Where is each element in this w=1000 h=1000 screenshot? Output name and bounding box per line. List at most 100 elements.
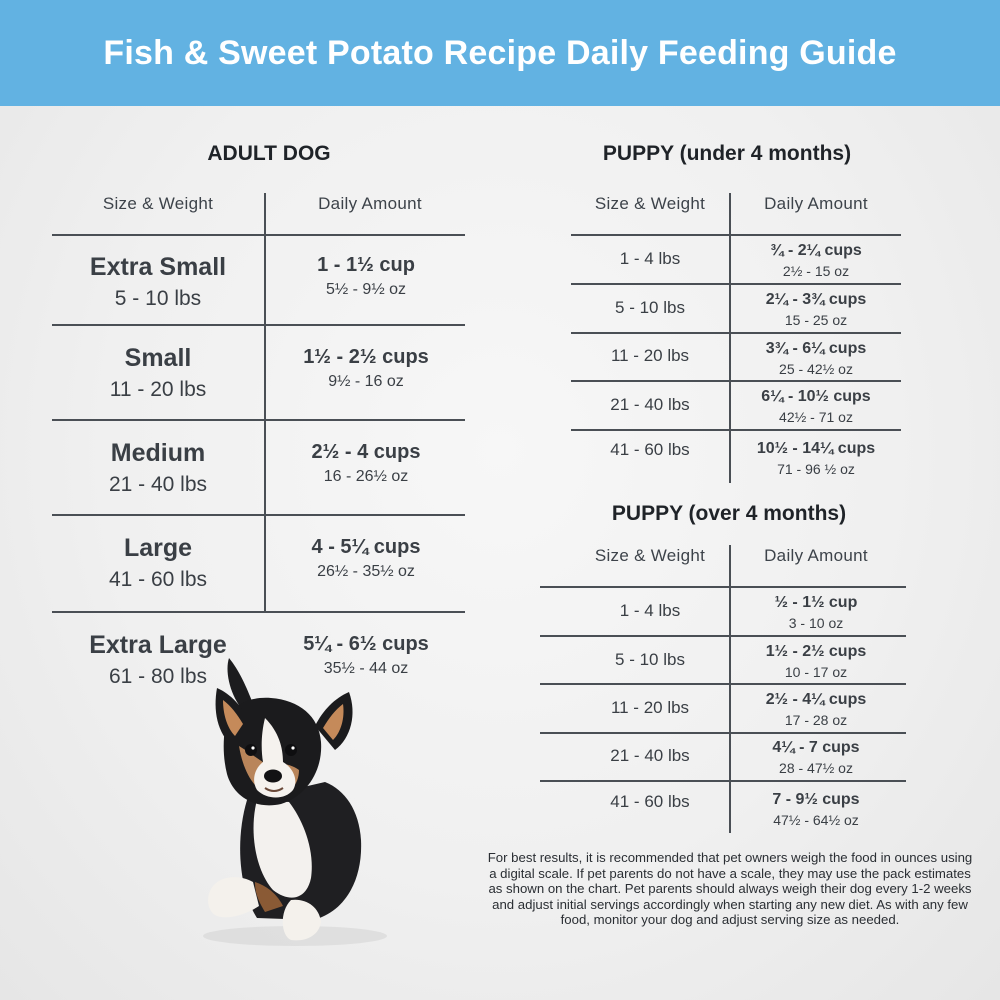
footnote-text: For best results, it is recommended that…	[487, 850, 973, 927]
amount-cups: 7 - 9½ cups	[772, 791, 860, 808]
adult-row-amount: 1 - 1½ cup 5½ - 9½ oz	[266, 252, 466, 302]
amount-oz: 2½ - 15 oz	[782, 263, 850, 279]
puppy-over-amount: 1½ - 2½ cups 10 - 17 oz	[731, 642, 901, 682]
size-name: Medium	[110, 439, 206, 467]
amount-cups: 1½ - 2½ cups	[765, 643, 867, 660]
adult-row-size: Small 11 - 20 lbs	[52, 343, 264, 405]
puppy-under-weight: 41 - 60 lbs	[610, 440, 690, 459]
amount-cups: 2½ - 4¼ cups	[765, 691, 867, 708]
puppy-under-col-size: Size & Weight	[594, 194, 706, 213]
adult-row-amount: 4 - 5¼ cups 26½ - 35½ oz	[266, 534, 466, 584]
amount-cups: 2¼ - 3¾ cups	[765, 291, 867, 308]
puppy-over-rule	[540, 732, 906, 734]
size-weight: 11 - 20 lbs	[109, 378, 207, 401]
size-weight: 41 - 60 lbs	[108, 568, 208, 591]
amount-cups: 6¼ - 10½ cups	[761, 388, 871, 405]
amount-oz: 47½ - 64½ oz	[773, 812, 859, 828]
puppy-under-amount: 10½ - 14¼ cups 71 - 96 ½ oz	[731, 439, 901, 479]
adult-col-size: Size & Weight	[102, 194, 214, 213]
puppy-over-rule	[540, 635, 906, 637]
amount-oz: 71 - 96 ½ oz	[777, 461, 855, 477]
adult-rule	[52, 324, 465, 326]
adult-rule	[52, 419, 465, 421]
amount-cups: 1½ - 2½ cups	[303, 346, 429, 368]
amount-cups: 4¼ - 7 cups	[772, 739, 860, 756]
amount-cups: 5¼ - 6½ cups	[303, 633, 429, 655]
puppy-over-amount: 7 - 9½ cups 47½ - 64½ oz	[731, 790, 901, 830]
amount-oz: 28 - 47½ oz	[779, 760, 853, 776]
puppy-under-section-title: PUPPY (under 4 months)	[602, 142, 852, 165]
puppy-over-rule	[540, 683, 906, 685]
puppy-over-col-amount: Daily Amount	[764, 546, 868, 565]
corgi-puppy-photo	[203, 658, 387, 946]
amount-cups: 4 - 5¼ cups	[311, 536, 421, 558]
puppy-under-rule	[571, 429, 901, 431]
amount-oz: 5½ - 9½ oz	[325, 281, 407, 298]
amount-cups: 10½ - 14¼ cups	[756, 440, 876, 457]
puppy-over-weight: 21 - 40 lbs	[610, 746, 690, 765]
puppy-under-weight: 5 - 10 lbs	[615, 298, 685, 317]
puppy-under-divider-vertical	[729, 193, 731, 483]
adult-row-amount: 1½ - 2½ cups 9½ - 16 oz	[266, 344, 466, 394]
adult-row-size: Extra Small 5 - 10 lbs	[52, 252, 264, 314]
adult-rule	[52, 514, 465, 516]
amount-oz: 17 - 28 oz	[784, 712, 848, 728]
adult-row-size: Medium 21 - 40 lbs	[52, 438, 264, 500]
puppy-under-amount: 2¼ - 3¾ cups 15 - 25 oz	[731, 290, 901, 330]
puppy-over-weight: 5 - 10 lbs	[615, 650, 685, 669]
puppy-under-weight: 1 - 4 lbs	[619, 249, 681, 268]
puppy-under-col-amount: Daily Amount	[764, 194, 868, 213]
amount-cups: 3¾ - 6¼ cups	[765, 340, 867, 357]
puppy-under-amount: 6¼ - 10½ cups 42½ - 71 oz	[731, 387, 901, 427]
puppy-over-section-title: PUPPY (over 4 months)	[611, 502, 847, 525]
amount-oz: 26½ - 35½ oz	[317, 563, 415, 580]
size-name: Small	[124, 344, 192, 372]
puppy-under-rule	[571, 283, 901, 285]
amount-oz: 3 - 10 oz	[788, 615, 844, 631]
size-name: Extra Small	[89, 253, 227, 281]
puppy-under-amount: 3¾ - 6¼ cups 25 - 42½ oz	[731, 339, 901, 379]
adult-row-size: Large 41 - 60 lbs	[52, 533, 264, 595]
puppy-under-weight: 21 - 40 lbs	[610, 395, 690, 414]
amount-oz: 25 - 42½ oz	[779, 361, 853, 377]
puppy-under-weight: 11 - 20 lbs	[610, 346, 690, 365]
puppy-over-amount: 4¼ - 7 cups 28 - 47½ oz	[731, 738, 901, 778]
puppy-over-amount: 2½ - 4¼ cups 17 - 28 oz	[731, 690, 901, 730]
amount-oz: 9½ - 16 oz	[328, 373, 404, 390]
adult-col-amount: Daily Amount	[318, 194, 422, 213]
size-weight: 61 - 80 lbs	[108, 665, 208, 688]
puppy-over-rule	[540, 586, 906, 588]
amount-oz: 35½ - 44 oz	[323, 660, 409, 677]
puppy-under-rule	[571, 332, 901, 334]
adult-rule	[52, 234, 465, 236]
amount-oz: 15 - 25 oz	[784, 312, 848, 328]
adult-rule	[52, 611, 465, 613]
adult-row-amount: 5¼ - 6½ cups 35½ - 44 oz	[266, 631, 466, 681]
header-banner: Fish & Sweet Potato Recipe Daily Feeding…	[0, 0, 1000, 106]
adult-divider-vertical	[264, 193, 266, 613]
puppy-under-rule	[571, 380, 901, 382]
adult-section-title: ADULT DOG	[207, 142, 331, 165]
puppy-over-col-size: Size & Weight	[594, 546, 706, 565]
puppy-over-weight: 41 - 60 lbs	[610, 792, 690, 811]
adult-row-amount: 2½ - 4 cups 16 - 26½ oz	[266, 439, 466, 489]
puppy-over-rule	[540, 780, 906, 782]
amount-oz: 10 - 17 oz	[784, 664, 848, 680]
amount-cups: 2½ - 4 cups	[311, 441, 421, 463]
amount-oz: 16 - 26½ oz	[323, 468, 409, 485]
puppy-under-amount: ¾ - 2¼ cups 2½ - 15 oz	[731, 241, 901, 281]
puppy-over-amount: ½ - 1½ cup 3 - 10 oz	[731, 593, 901, 633]
page-title: Fish & Sweet Potato Recipe Daily Feeding…	[103, 33, 897, 72]
puppy-under-rule	[571, 234, 901, 236]
puppy-over-weight: 1 - 4 lbs	[619, 601, 681, 620]
amount-cups: ½ - 1½ cup	[774, 594, 858, 611]
adult-row-size: Extra Large 61 - 80 lbs	[52, 630, 264, 692]
amount-oz: 42½ - 71 oz	[779, 409, 853, 425]
amount-cups: ¾ - 2¼ cups	[770, 242, 862, 259]
size-weight: 5 - 10 lbs	[114, 287, 202, 310]
size-weight: 21 - 40 lbs	[108, 473, 208, 496]
size-name: Large	[123, 534, 193, 562]
puppy-over-divider-vertical	[729, 545, 731, 833]
size-name: Extra Large	[89, 631, 227, 659]
puppy-over-weight: 11 - 20 lbs	[610, 698, 690, 717]
